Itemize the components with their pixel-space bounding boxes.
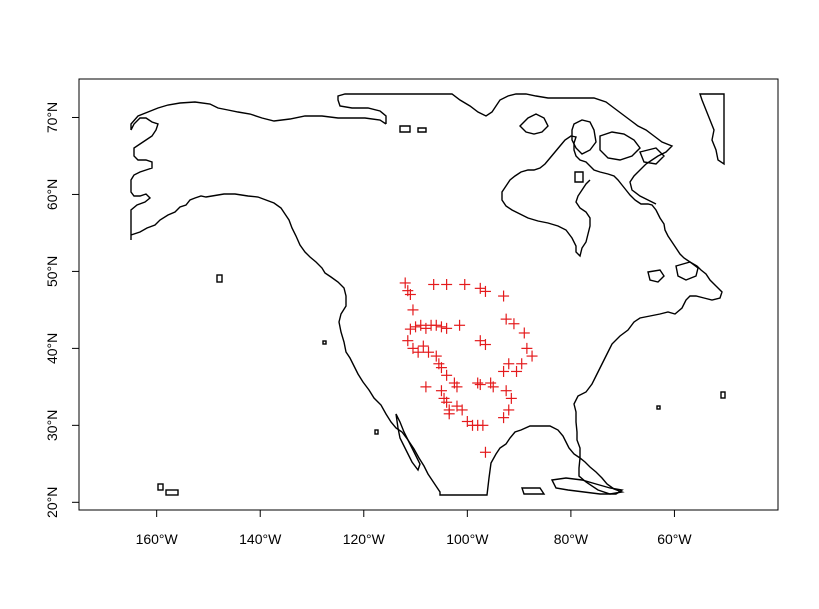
island-hawaii [216,274,223,283]
y-tick-label: 60°N [44,179,60,210]
x-tick-label: 120°W [343,531,386,547]
data-point [435,321,447,333]
data-point [479,285,491,297]
data-point [430,319,442,331]
data-point [435,385,447,397]
data-point [417,340,429,352]
data-point [498,365,510,377]
data-point [498,412,510,424]
data-point [438,392,450,404]
data-point [472,377,484,389]
data-point [399,277,411,289]
data-point [459,278,471,290]
data-point [505,392,517,404]
data-point [430,350,442,362]
data-point [423,346,434,358]
data-point [441,369,453,381]
island-atlantic [720,391,726,399]
coastline-cuba [521,477,624,495]
coastline-arctic-islands [399,93,725,183]
island-pacific [322,340,327,345]
coastline-mainland [130,93,723,496]
data-point [516,358,528,370]
data-point [404,323,416,335]
data-point [521,342,533,354]
data-point [404,289,416,300]
data-point [428,278,440,290]
axes: 160°W 140°W 120°W 100°W 80°W 60°W 20°N 30°N 40°N… [44,102,692,547]
data-point [441,322,453,334]
y-tick-label: 30°N [44,410,60,441]
data-point [477,419,489,431]
x-tick-label: 80°W [554,531,589,547]
coastline-baja [395,413,421,472]
data-point [407,304,419,316]
data-point [435,362,447,374]
x-tick-label: 160°W [136,531,179,547]
data-point [415,319,427,331]
data-point [441,278,453,290]
data-point [479,446,491,458]
data-point [420,381,432,393]
data-point [454,319,466,331]
island-aleutian-1 [157,483,164,491]
island-baja [374,429,379,435]
data-points [399,277,538,458]
data-point [474,282,486,294]
x-tick-label: 100°W [446,531,489,547]
x-tick-label: 60°W [657,531,692,547]
coastline-newfoundland [647,261,699,283]
data-point [412,346,424,358]
data-point [474,379,486,391]
plot-frame [78,78,779,511]
data-point [503,404,515,416]
data-point [498,290,510,302]
data-point [526,350,538,362]
data-point [500,385,512,397]
data-point [511,365,523,377]
x-tick-label: 140°W [239,531,282,547]
data-point [402,335,414,347]
data-point [456,404,468,416]
data-point [508,318,520,330]
data-point [503,358,515,370]
data-point [410,321,422,333]
data-point [451,381,463,393]
data-point [443,408,455,420]
data-point [518,327,530,339]
y-tick-label: 50°N [44,256,60,287]
y-tick-label: 40°N [44,333,60,364]
data-point [479,339,491,351]
island-aleutian-2 [165,489,179,496]
data-point [420,322,432,334]
basemap-coastline [130,93,726,496]
data-point [500,313,512,325]
island-bermuda [656,405,661,410]
data-point [487,381,499,393]
y-tick-label: 20°N [44,487,60,518]
y-tick-label: 70°N [44,102,60,133]
